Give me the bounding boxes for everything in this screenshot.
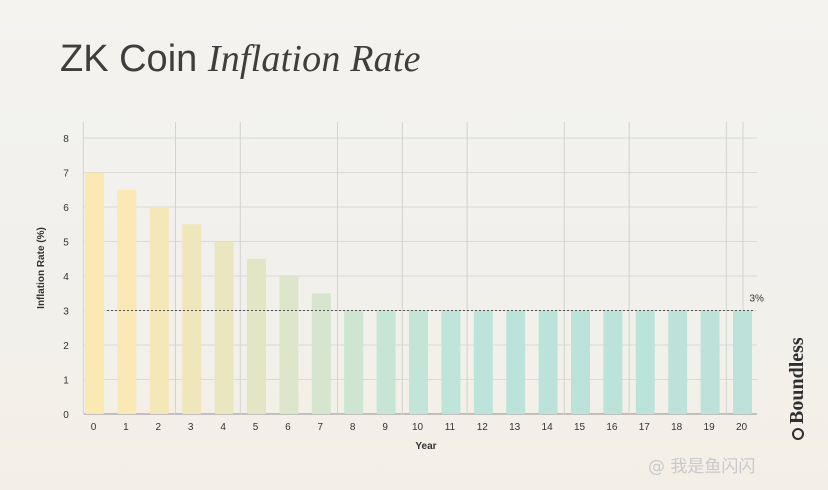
- y-tick-label: 7: [63, 169, 69, 180]
- x-tick-label: 6: [285, 422, 291, 433]
- boundless-logo-icon: [791, 428, 804, 440]
- x-tick-label: 0: [91, 422, 97, 433]
- x-tick-label: 3: [188, 422, 194, 433]
- bars: [85, 172, 752, 414]
- bar-year-12: [473, 310, 493, 414]
- x-axis-label: Year: [415, 441, 436, 452]
- bar-year-18: [668, 310, 688, 414]
- bar-year-13: [506, 310, 526, 414]
- x-tick-label: 8: [350, 422, 356, 433]
- x-tick-label: 14: [542, 422, 554, 433]
- x-tick-label: 15: [574, 422, 586, 433]
- y-tick-label: 2: [63, 341, 69, 352]
- y-tick-label: 4: [63, 272, 69, 283]
- bar-year-4: [214, 241, 234, 414]
- x-tick-label: 10: [412, 422, 424, 433]
- brand-name: Boundless: [786, 337, 808, 424]
- bar-year-1: [117, 189, 137, 414]
- bar-year-9: [376, 310, 396, 414]
- bar-year-14: [538, 310, 558, 414]
- bar-year-16: [603, 310, 623, 414]
- bar-year-20: [733, 310, 752, 414]
- bar-year-17: [635, 310, 655, 414]
- bar-year-19: [700, 310, 720, 414]
- y-tick-label: 8: [63, 134, 69, 145]
- x-tick-label: 13: [509, 422, 521, 433]
- x-tick-label: 2: [156, 422, 162, 433]
- boundless-logo: Boundless: [786, 337, 809, 440]
- x-tick-label: 1: [123, 422, 129, 433]
- bar-year-3: [182, 224, 202, 414]
- x-tick-label: 11: [445, 422, 456, 433]
- bar-year-11: [441, 310, 461, 414]
- chart-title: ZK Coin Inflation Rate: [60, 40, 421, 78]
- bar-year-15: [571, 310, 590, 414]
- x-tick-labels: 0 1 2 3 4 5 6 7 8 9 10 11 12 13 14 15 16 17 18 19 20: [91, 422, 748, 433]
- bar-year-5: [247, 258, 266, 414]
- watermark: @ 我是鱼闪闪: [648, 452, 755, 477]
- bar-year-10: [409, 310, 428, 414]
- bar-year-6: [279, 276, 299, 414]
- y-tick-label: 6: [63, 203, 69, 214]
- title-italic: Inflation Rate: [207, 38, 421, 80]
- bar-year-0: [85, 172, 104, 414]
- y-tick-label: 1: [63, 376, 69, 387]
- y-tick-label: 3: [63, 307, 69, 318]
- bar-year-8: [344, 310, 364, 414]
- x-tick-label: 12: [477, 422, 489, 433]
- y-tick-labels: 0 1 2 3 4 5 6 7 8: [63, 134, 69, 421]
- title-main: ZK Coin: [60, 38, 198, 80]
- watermark-text: @ 我是鱼闪闪: [648, 457, 756, 477]
- y-tick-label: 5: [63, 238, 69, 249]
- x-tick-label: 19: [704, 422, 716, 433]
- x-tick-label: 9: [382, 422, 388, 433]
- x-tick-label: 20: [736, 422, 748, 433]
- y-tick-label: 0: [63, 410, 69, 421]
- x-tick-label: 7: [318, 422, 324, 433]
- x-tick-label: 18: [671, 422, 683, 433]
- x-tick-label: 5: [253, 422, 259, 433]
- y-axis-label: Inflation Rate (%): [36, 227, 47, 309]
- x-tick-label: 17: [639, 422, 651, 433]
- reference-line-label: 3%: [750, 294, 765, 305]
- reference-line-group: 3%: [107, 294, 764, 311]
- x-tick-label: 4: [220, 422, 226, 433]
- bar-year-7: [311, 293, 331, 414]
- x-tick-label: 16: [606, 422, 618, 433]
